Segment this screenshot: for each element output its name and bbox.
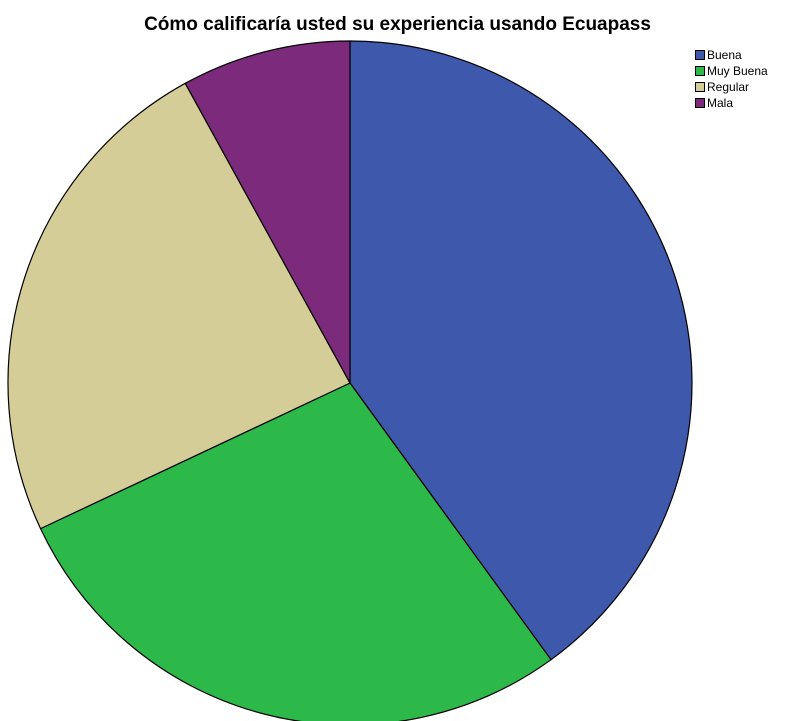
- pie-slice-regular: [7, 82, 351, 530]
- pie-slice-muy-buena: [39, 382, 552, 721]
- legend-label-muy-buena: Muy Buena: [707, 64, 768, 78]
- legend-swatch-mala: [695, 98, 705, 108]
- legend-swatch-buena: [695, 50, 705, 60]
- legend-label-buena: Buena: [707, 48, 742, 62]
- legend-item-regular: Regular: [695, 79, 768, 95]
- legend-item-buena: Buena: [695, 47, 768, 63]
- legend-item-muy-buena: Muy Buena: [695, 63, 768, 79]
- legend-swatch-regular: [695, 82, 705, 92]
- pie-slice-buena: [349, 40, 693, 661]
- legend-label-regular: Regular: [707, 80, 750, 94]
- pie-slice-mala: [184, 40, 351, 384]
- legend-item-mala: Mala: [695, 95, 768, 111]
- chart-title: Cómo calificaría usted su experiencia us…: [144, 14, 651, 35]
- legend-label-mala: Mala: [707, 96, 734, 110]
- legend-swatch-muy-buena: [695, 66, 705, 76]
- chart-legend: Buena Muy Buena Regular Mala: [695, 47, 768, 111]
- pie-slices: [7, 40, 693, 721]
